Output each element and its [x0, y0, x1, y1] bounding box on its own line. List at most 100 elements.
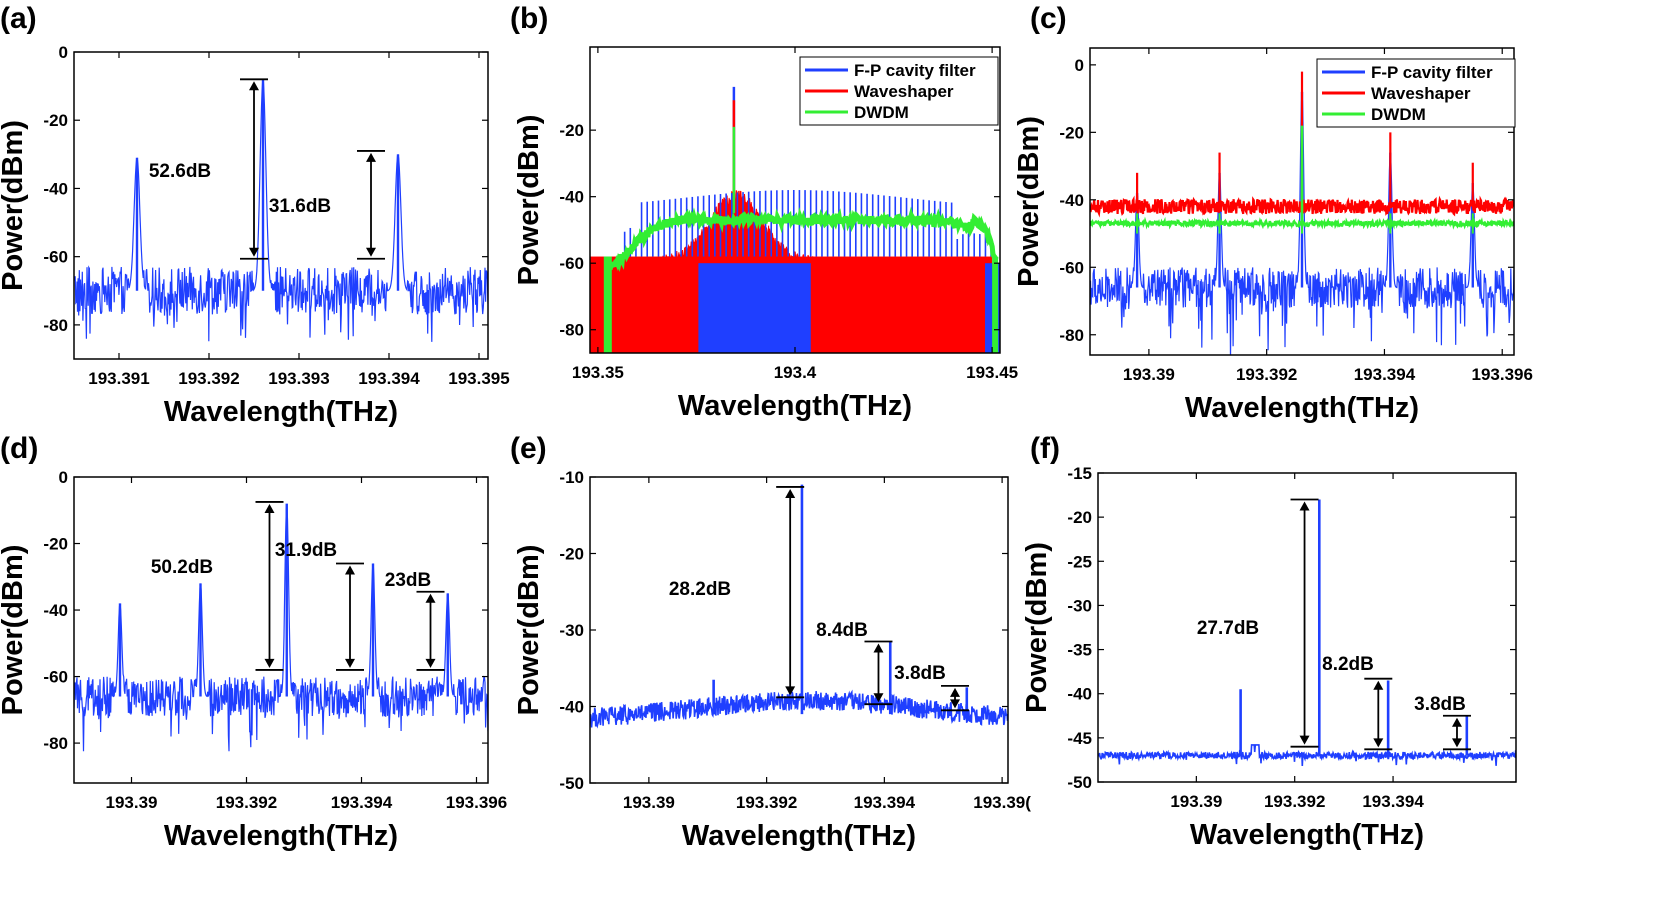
spectrum-trace-e	[590, 689, 1008, 729]
y-tick-label: -80	[559, 321, 584, 340]
x-tick-label: 193.392	[178, 369, 239, 388]
annotation-label: 27.7dB	[1197, 618, 1259, 639]
y-axis-label-a: Power(dBm)	[0, 120, 29, 291]
annotation-label: 31.9dB	[275, 540, 337, 561]
legend-entry: DWDM	[854, 103, 909, 122]
x-tick-label: 193.394	[331, 793, 393, 812]
x-tick-label: 193.391	[88, 369, 149, 388]
annotation-arrowhead-up	[264, 503, 275, 513]
y-tick-label: -60	[43, 248, 68, 267]
x-tick-label: 193.394	[1362, 792, 1424, 811]
x-tick-label: 193.392	[216, 793, 277, 812]
y-tick-label: -20	[559, 545, 584, 564]
x-axis-label-e: Wavelength(THz)	[682, 820, 916, 852]
annotation-label: 28.2dB	[669, 579, 731, 600]
y-tick-label: -60	[43, 668, 68, 687]
dwdm-edge-right-b	[992, 256, 999, 353]
y-tick-label: -45	[1067, 729, 1092, 748]
annotation-a-1: 52.6dB	[149, 78, 268, 260]
y-tick-label: -50	[559, 774, 584, 793]
annotation-f-1: 27.7dB	[1197, 498, 1319, 748]
x-tick-label: 193.39(	[973, 793, 1031, 812]
plot-area-c	[1090, 71, 1514, 355]
y-axis-label-f: Power(dBm)	[1021, 542, 1053, 713]
dwdm-edge-left-b	[603, 256, 612, 353]
x-tick-label: 193.45	[966, 363, 1018, 382]
legend-entry: F-P cavity filter	[1371, 63, 1493, 82]
annotation-label: 23dB	[385, 570, 431, 591]
plot-area-e	[590, 484, 1008, 729]
annotation-e-1: 28.2dB	[669, 486, 805, 699]
annotation-arrowhead-up	[873, 643, 884, 653]
annotation-arrowhead-down	[1451, 738, 1462, 748]
y-tick-label: -35	[1067, 641, 1092, 660]
chart-b: (b) 193.35 193.4 193.45 -20 -40 -60 -80 Waveleng…	[510, 2, 1018, 422]
x-tick-label: 193.396	[1471, 365, 1532, 384]
x-tick-label: 193.392	[1236, 365, 1297, 384]
x-axis-label-a: Wavelength(THz)	[164, 396, 398, 428]
y-tick-label: -30	[1067, 596, 1092, 615]
x-axis-label-f: Wavelength(THz)	[1190, 819, 1424, 851]
axes-box-d	[73, 476, 489, 784]
y-tick-label: -80	[43, 316, 68, 335]
y-axis-label-e: Power(dBm)	[513, 545, 545, 716]
x-tick-label: 193.396	[446, 793, 507, 812]
y-tick-label: -60	[1059, 258, 1084, 277]
x-tick-label: 193.394	[1354, 365, 1416, 384]
annotation-label: 31.6dB	[269, 196, 331, 217]
x-axis-label-d: Wavelength(THz)	[164, 820, 398, 852]
y-tick-label: -50	[1067, 773, 1092, 792]
annotation-a-2: 31.6dB	[269, 150, 385, 260]
y-tick-label: -10	[559, 468, 584, 487]
annotation-f-3: 3.8dB	[1414, 694, 1471, 751]
spectrum-trace-d	[74, 504, 488, 752]
annotation-arrowhead-down	[785, 686, 796, 696]
y-tick-label: -60	[559, 254, 584, 273]
panel-label-f: (f)	[1030, 432, 1060, 465]
annotation-arrowhead-up	[425, 593, 436, 603]
annotation-d-1: 50.2dB	[151, 501, 284, 671]
legend-entry: Waveshaper	[854, 82, 954, 101]
x-axis-label-c: Wavelength(THz)	[1185, 392, 1419, 424]
y-tick-label: -30	[559, 621, 584, 640]
y-tick-label: -80	[1059, 326, 1084, 345]
axes-box-f	[1097, 472, 1517, 783]
y-tick-label: 0	[1075, 56, 1084, 75]
annotation-d-3: 23dB	[385, 570, 445, 671]
annotation-label: 3.8dB	[1414, 694, 1466, 715]
plot-area-d	[74, 503, 488, 752]
y-axis-label-c: Power(dBm)	[1013, 116, 1045, 287]
y-tick-label: -40	[559, 698, 584, 717]
panel-label-d: (d)	[0, 432, 38, 465]
y-tick-label: 0	[59, 43, 68, 62]
y-tick-label: -20	[1059, 123, 1084, 142]
spectrum-trace-a	[74, 78, 488, 342]
annotation-arrowhead-down	[873, 693, 884, 703]
y-tick-label: -80	[43, 734, 68, 753]
chart-f: (f) 193.39 193.392 193.394 -15 -20 -25 -30 -35 -4…	[1021, 432, 1517, 851]
y-tick-label: -25	[1067, 552, 1092, 571]
panel-f: (f) 193.39 193.392 193.394 -15 -20 -25 -30 -35 -4…	[1021, 430, 1550, 870]
x-axis-label-b: Wavelength(THz)	[678, 390, 912, 422]
annotation-f-2: 8.2dB	[1322, 654, 1393, 751]
x-tick-label: 193.394	[854, 793, 916, 812]
panel-d: (d) 193.39 193.392 193.394 193.396 0 -20 -40 -60…	[0, 430, 520, 870]
annotation-d-2: 31.9dB	[275, 540, 364, 671]
y-tick-label: -15	[1067, 464, 1092, 483]
x-tick-label: 193.395	[448, 369, 509, 388]
annotation-arrowhead-up	[249, 81, 259, 91]
y-tick-label: -20	[43, 535, 68, 554]
x-tick-label: 193.39	[1123, 365, 1175, 384]
x-tick-label: 193.39	[623, 793, 675, 812]
y-tick-label: -40	[1059, 191, 1084, 210]
y-tick-label: -20	[1067, 508, 1092, 527]
annotation-e-3: 3.8dB	[894, 663, 970, 712]
annotation-arrowhead-down	[1299, 735, 1310, 745]
annotation-arrowhead-up	[1373, 680, 1384, 690]
panel-a: (a) 193.391 193.392 193.393 193.394 193.395 0 -…	[0, 0, 520, 440]
plot-area-a	[74, 78, 488, 342]
annotation-arrowhead-down	[264, 658, 275, 668]
y-tick-label: -40	[43, 601, 68, 620]
annotation-label: 3.8dB	[894, 663, 946, 684]
